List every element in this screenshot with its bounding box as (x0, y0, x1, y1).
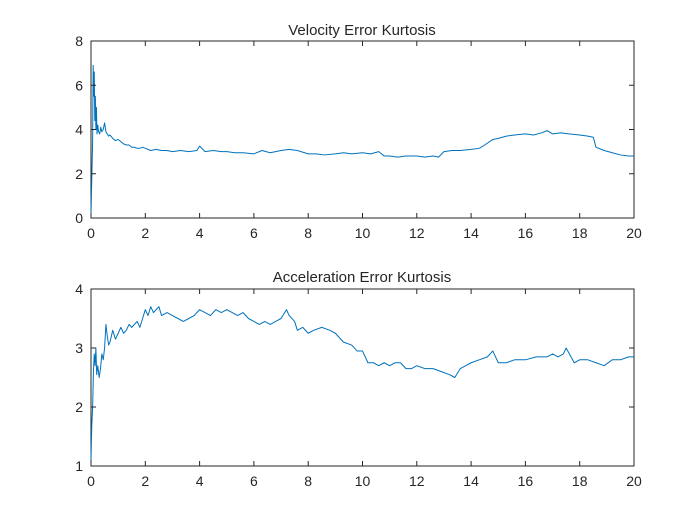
y-tick-label: 2 (75, 166, 83, 182)
y-tick-label: 6 (75, 77, 83, 93)
y-axis: 0 2 4 6 8 (75, 33, 634, 226)
x-tick-label: 6 (250, 473, 258, 489)
x-axis: 0 2 4 6 8 10 12 14 16 18 20 (87, 289, 642, 489)
y-tick-label: 4 (75, 281, 83, 297)
y-tick-label: 4 (75, 122, 83, 138)
velocity-kurtosis-plot: Velocity Error Kurtosis 0 2 4 6 8 10 12 14 16 18 2… (75, 22, 642, 241)
x-tick-label: 0 (87, 225, 95, 241)
y-axis: 1 2 3 4 (75, 281, 634, 474)
x-axis: 0 2 4 6 8 10 12 14 16 18 20 (87, 41, 642, 241)
y-tick-label: 1 (75, 458, 83, 474)
plot-title: Acceleration Error Kurtosis (273, 269, 451, 286)
x-tick-label: 4 (196, 473, 204, 489)
x-tick-label: 8 (304, 225, 312, 241)
series-line (90, 306, 634, 461)
x-tick-label: 18 (572, 225, 588, 241)
x-tick-label: 4 (196, 225, 204, 241)
x-tick-label: 18 (572, 473, 588, 489)
x-tick-label: 16 (518, 473, 534, 489)
x-tick-label: 10 (355, 473, 371, 489)
x-tick-label: 16 (518, 225, 534, 241)
x-tick-label: 20 (626, 225, 642, 241)
x-tick-label: 14 (463, 473, 479, 489)
y-tick-label: 0 (75, 210, 83, 226)
x-tick-label: 14 (463, 225, 479, 241)
axes-box (90, 40, 635, 219)
x-tick-label: 2 (141, 225, 149, 241)
x-tick-label: 6 (250, 225, 258, 241)
x-tick-label: 20 (626, 473, 642, 489)
y-tick-label: 3 (75, 340, 83, 356)
series-line (90, 64, 634, 214)
y-tick-label: 8 (75, 33, 83, 49)
x-tick-label: 8 (304, 473, 312, 489)
y-tick-label: 2 (75, 399, 83, 415)
x-tick-label: 10 (355, 225, 371, 241)
acceleration-kurtosis-plot: Acceleration Error Kurtosis 0 2 4 6 8 10 12 14 1… (75, 269, 642, 489)
x-tick-label: 2 (141, 473, 149, 489)
x-tick-label: 12 (409, 225, 425, 241)
x-tick-label: 0 (87, 473, 95, 489)
plot-title: Velocity Error Kurtosis (288, 22, 436, 39)
x-tick-label: 12 (409, 473, 425, 489)
